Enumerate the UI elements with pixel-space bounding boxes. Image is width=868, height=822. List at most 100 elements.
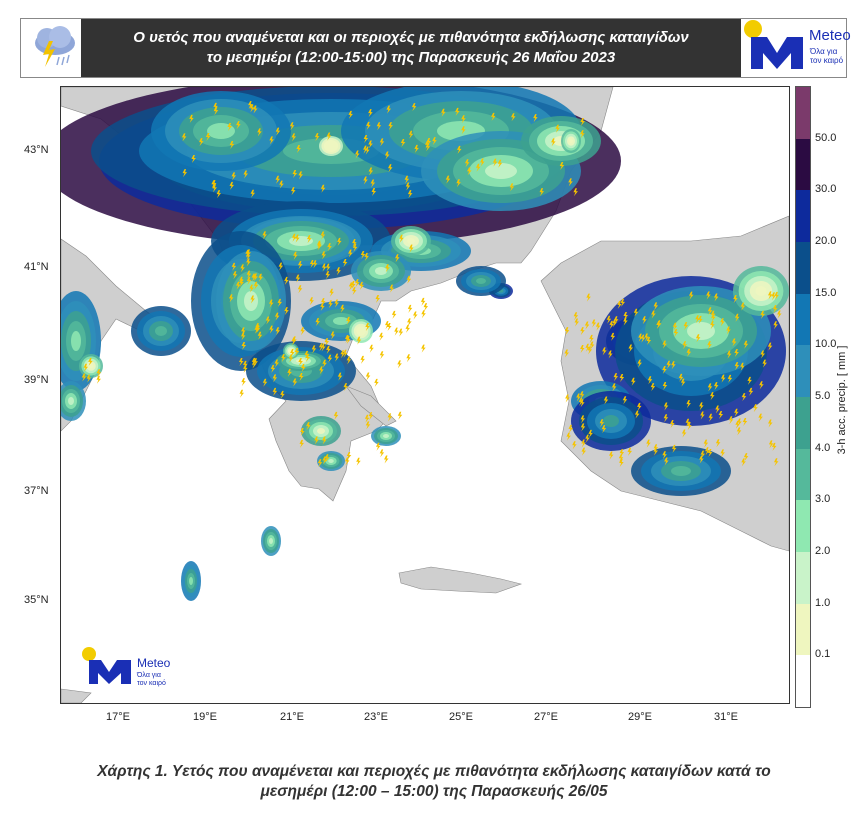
storm-cloud-icon	[35, 26, 75, 67]
lightning-icon	[721, 374, 726, 383]
lightning-icon	[232, 271, 238, 280]
lightning-icon	[314, 436, 319, 445]
lightning-icon	[278, 262, 284, 271]
lightning-icon	[374, 378, 379, 387]
lightning-icon	[365, 322, 370, 331]
euboea-land	[345, 385, 397, 427]
lightning-icon	[713, 293, 719, 302]
meteo-m-icon	[744, 20, 803, 69]
lightning-icon	[768, 419, 773, 428]
lightning-icon	[239, 358, 244, 367]
lightning-icon	[619, 459, 624, 468]
lightning-icon	[606, 315, 612, 324]
lightning-icon	[586, 293, 591, 302]
lightning-icon	[420, 297, 426, 306]
lightning-icon	[773, 458, 779, 467]
lightning-icon	[397, 411, 403, 420]
lightning-icon	[236, 121, 241, 130]
lightning-icon	[580, 415, 586, 424]
lightning-icon	[182, 169, 188, 178]
lightning-icon	[638, 333, 643, 342]
precip-area	[328, 459, 334, 463]
lightning-icon	[397, 360, 402, 369]
colorbar-segment	[796, 448, 810, 501]
lightning-icon	[317, 242, 322, 251]
lightning-icon	[608, 350, 613, 359]
lightning-icon	[760, 350, 766, 359]
lightning-icon	[533, 114, 538, 123]
precip-area	[671, 466, 691, 476]
lightning-icon	[734, 362, 740, 371]
lightning-icon	[573, 312, 579, 321]
lightning-icon	[284, 307, 289, 316]
lightning-icon	[581, 447, 587, 456]
lightning-icon	[241, 378, 246, 387]
lightning-icon	[251, 273, 257, 282]
lightning-icon	[280, 390, 285, 399]
lightning-icon	[637, 402, 642, 411]
lightning-icon	[239, 276, 244, 285]
lightning-icon	[299, 373, 304, 382]
lightning-icon	[734, 313, 740, 322]
lightning-icon	[400, 138, 406, 147]
lightning-icon	[388, 122, 393, 131]
lightning-icon	[363, 176, 368, 185]
lightning-icon	[568, 178, 573, 187]
lightning-icon	[241, 341, 247, 350]
lightning-icon	[327, 354, 333, 363]
lightning-icon	[325, 271, 331, 280]
lightning-icon	[414, 144, 419, 153]
lightning-icon	[710, 310, 716, 319]
lightning-icon	[411, 103, 417, 112]
header-title-line2: το μεσημέρι (12:00-15:00) της Παρασκευής…	[206, 49, 616, 66]
lightning-icon	[767, 291, 773, 300]
lightning-icon	[613, 316, 619, 325]
lightning-icon	[363, 134, 369, 143]
lightning-icon	[511, 113, 516, 122]
lightning-icon	[298, 358, 303, 367]
lightning-icon	[715, 439, 721, 448]
lightning-icon	[647, 376, 653, 385]
lightning-icon	[747, 376, 752, 385]
lightning-icon	[322, 456, 328, 465]
lightning-icon	[742, 418, 748, 427]
lightning-icon	[249, 104, 255, 113]
lightning-icon	[291, 337, 296, 346]
lightning-icon	[284, 276, 289, 285]
lightning-icon	[703, 439, 709, 448]
lightning-icon	[407, 318, 412, 327]
lightning-icon	[580, 118, 585, 127]
lightning-icon	[622, 396, 628, 405]
lightning-icon	[229, 140, 235, 149]
lightning-icon	[211, 180, 216, 189]
lightning-icon	[762, 359, 767, 368]
lightning-icon	[257, 331, 263, 340]
lightning-icon	[642, 316, 647, 325]
lightning-icon	[368, 109, 373, 118]
lightning-icon	[767, 342, 773, 351]
lightning-icon	[610, 332, 616, 341]
lightning-icon	[585, 343, 590, 352]
meteo-logo: Meteo Όλα για τον καιρό	[743, 19, 851, 77]
lightning-icon	[551, 138, 556, 147]
precip-area	[269, 538, 273, 544]
lon-label: 17°E	[106, 711, 130, 723]
lightning-icon	[740, 302, 746, 311]
lightning-icon	[423, 303, 429, 312]
lightning-icon	[666, 360, 672, 369]
lightning-icon	[279, 180, 284, 189]
lightning-icon	[617, 300, 622, 309]
lightning-icon	[773, 321, 778, 330]
lon-label: 31°E	[714, 711, 738, 723]
lightning-icon	[321, 263, 327, 272]
lightning-icon	[231, 172, 237, 181]
lightning-icon	[640, 334, 646, 343]
lightning-icon	[269, 136, 274, 145]
lightning-icon	[246, 258, 251, 267]
lightning-icon	[298, 171, 303, 180]
precip-area	[68, 397, 74, 405]
colorbar-tick: 2.0	[815, 545, 831, 557]
lightning-icon	[269, 325, 274, 334]
lightning-icon	[324, 454, 330, 463]
lightning-icon	[360, 355, 365, 364]
